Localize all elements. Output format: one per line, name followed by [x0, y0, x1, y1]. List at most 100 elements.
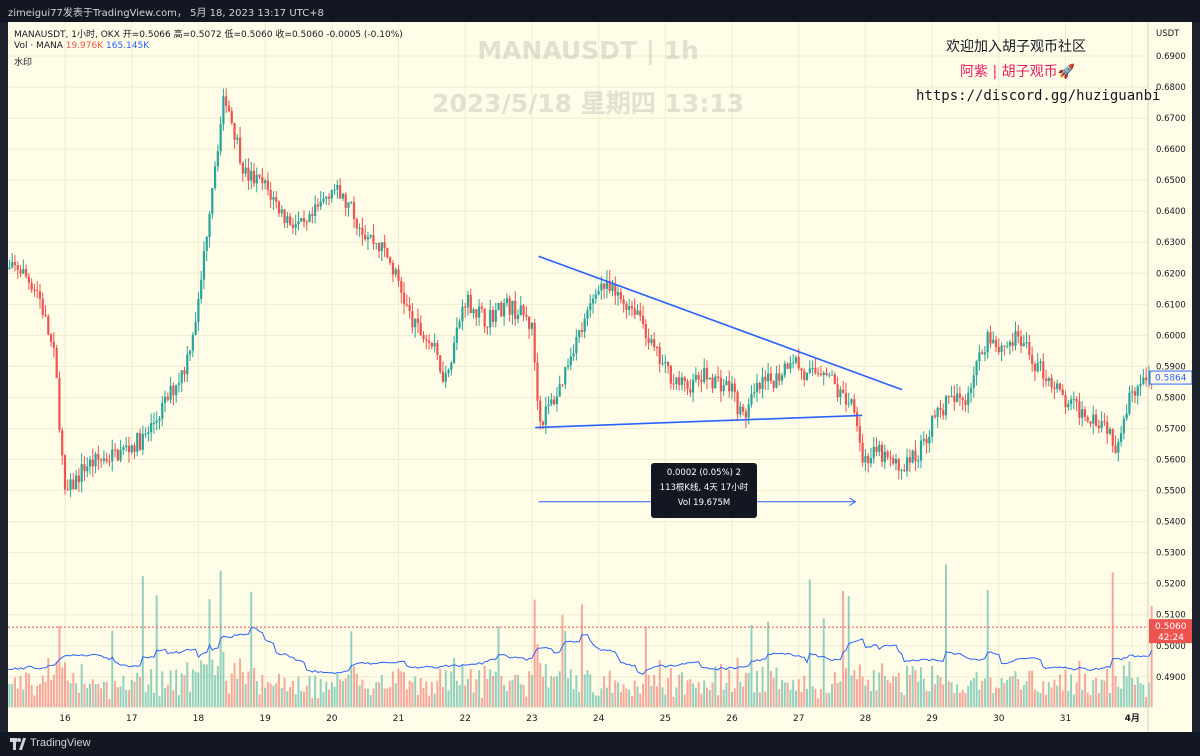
volume-bar — [806, 688, 809, 707]
candle-body — [439, 355, 442, 372]
volume-bar — [856, 679, 859, 707]
candle-body — [141, 433, 144, 450]
price-chart[interactable]: 16 17 18 19 20 21 22 23 24 25 26 27 28 29 30 31 4月 0.690… — [8, 22, 1192, 732]
candle-body — [616, 292, 620, 296]
candle-body — [986, 332, 989, 353]
time-tick-label: 16 — [59, 714, 71, 724]
volume-bar — [1003, 682, 1006, 707]
time-axis[interactable]: 16 17 18 19 20 21 22 23 24 25 26 27 28 29 30 31 4月 — [59, 713, 1140, 724]
volume-bar — [744, 672, 747, 707]
candle-body — [705, 367, 709, 380]
candle-body — [69, 479, 72, 490]
volume-bar — [453, 658, 456, 707]
candle-body — [689, 388, 692, 393]
volume-bar — [414, 676, 417, 707]
symbol-legend[interactable]: MANAUSDT, 1小时, OKX 开=0.5066 高=0.5072 低=0… — [14, 30, 403, 40]
upper-trendline[interactable] — [538, 255, 903, 391]
candle-body — [1081, 409, 1084, 418]
volume-bar — [375, 682, 378, 707]
candle-body — [191, 334, 194, 351]
time-tick-label: 18 — [193, 714, 205, 724]
candle-body — [536, 362, 539, 401]
volume-bar — [205, 664, 208, 707]
candle-body — [591, 298, 595, 304]
candle-body — [825, 372, 828, 375]
candle-body — [1117, 441, 1120, 453]
candle-body — [1003, 345, 1006, 347]
volume-bar — [995, 687, 998, 707]
volume-bar — [325, 681, 328, 707]
volume-bar — [361, 679, 364, 707]
volume-bar — [36, 685, 39, 707]
volume-bar — [597, 695, 600, 707]
volume-bar — [983, 678, 986, 707]
candle-body — [708, 377, 711, 380]
volume-bar — [166, 684, 169, 707]
candle-body — [97, 454, 100, 460]
price-axis[interactable]: 0.6900 0.6800 0.6700 0.6600 0.6500 0.6400 0.63… — [1156, 52, 1186, 683]
volume-bar — [542, 676, 545, 707]
volume-bar — [394, 683, 397, 707]
promo-link[interactable]: https://discord.gg/huziguanbi — [916, 88, 1161, 104]
candle-body — [130, 445, 133, 453]
price-tick-label: 0.5400 — [1156, 518, 1186, 528]
volume-bar — [494, 671, 497, 707]
candle-body — [111, 449, 114, 462]
candle-body — [205, 237, 208, 251]
candle-body — [1139, 383, 1142, 387]
volume-bar — [480, 697, 483, 707]
candle-body — [52, 341, 55, 348]
candle-body — [942, 409, 945, 416]
volume-bar — [811, 686, 814, 707]
candle-body — [503, 303, 506, 317]
volume-bar — [478, 670, 481, 707]
candle-body — [972, 375, 975, 388]
candle-body — [75, 475, 78, 490]
candle-body — [400, 280, 403, 293]
candle-body — [680, 377, 684, 385]
candle-body — [1136, 386, 1139, 396]
candle-body — [1086, 416, 1089, 422]
volume-bar — [958, 692, 961, 707]
volume-legend[interactable]: Vol · MANA 19.976K 165.145K — [14, 41, 149, 51]
candle-body — [719, 377, 722, 392]
price-tick-label: 0.4900 — [1156, 673, 1186, 683]
price-tick-label: 0.6200 — [1156, 269, 1186, 279]
volume-bar — [69, 683, 72, 707]
candle-body — [1108, 429, 1112, 434]
watermark-legend[interactable]: 水印 — [14, 58, 33, 68]
volume-bar — [25, 672, 28, 707]
volume-bar — [950, 682, 953, 707]
chart-pane[interactable]: 16 17 18 19 20 21 22 23 24 25 26 27 28 29 30 31 4月 0.690… — [8, 22, 1192, 732]
lower-trendline[interactable] — [535, 414, 863, 429]
candle-body — [311, 214, 314, 216]
volume-bar — [997, 688, 1000, 707]
volume-bar — [102, 682, 105, 707]
volume-bar — [697, 682, 700, 707]
symbol-watermark: MANAUSDT | 1h — [477, 36, 699, 65]
candle-body — [867, 455, 870, 464]
candle-body — [842, 389, 845, 393]
candle-body — [989, 332, 992, 344]
time-tick-label: 21 — [393, 714, 404, 724]
candle-body — [450, 362, 453, 371]
volume-bar — [136, 673, 139, 707]
volume-bar — [364, 688, 367, 707]
volume-bar — [1033, 689, 1036, 707]
candle-body — [925, 438, 928, 444]
volume-bar — [911, 666, 914, 707]
candle-body — [636, 310, 639, 315]
candle-body — [238, 137, 242, 163]
candle-body — [325, 196, 328, 199]
candle-body — [647, 338, 650, 343]
volume-bar — [294, 694, 297, 707]
candle-body — [956, 393, 959, 402]
candle-body — [394, 269, 397, 275]
candle-body — [953, 395, 956, 402]
volume-bar — [1078, 660, 1081, 707]
volume-bar — [1056, 685, 1059, 707]
volume-bar — [889, 682, 892, 707]
measure-tooltip-change: 0.0002 (0.05%) 2 — [666, 468, 742, 478]
candle-body — [244, 167, 247, 174]
volume-bar — [100, 688, 103, 707]
